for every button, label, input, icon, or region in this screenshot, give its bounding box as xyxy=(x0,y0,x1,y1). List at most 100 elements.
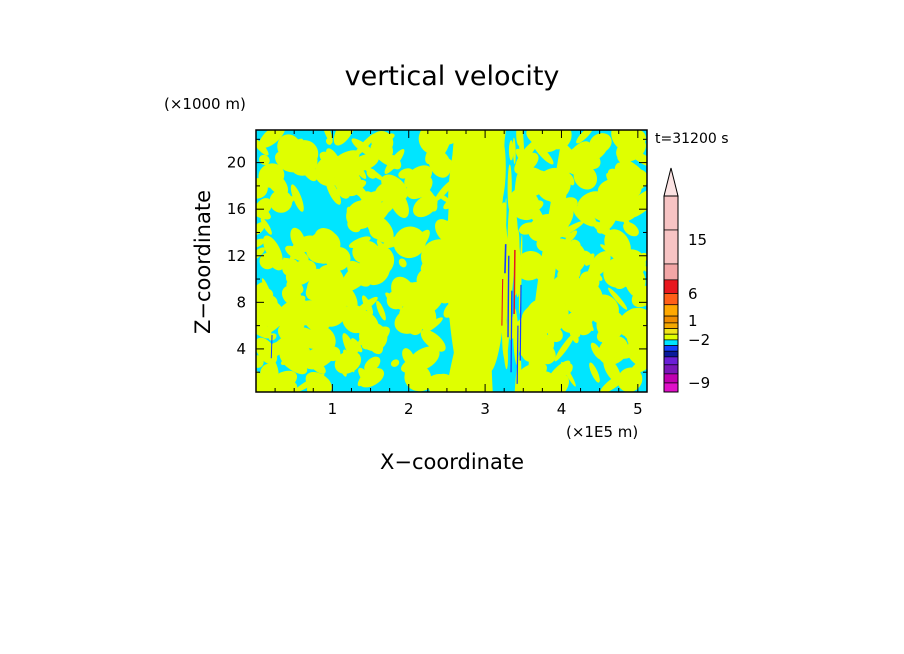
contour-blob xyxy=(617,367,643,392)
contour-blob xyxy=(260,217,272,235)
contour-blob xyxy=(357,373,368,387)
colorbar-triangle xyxy=(663,167,679,197)
contour-blob xyxy=(398,258,407,268)
contour-blob xyxy=(633,252,647,267)
contour-blob xyxy=(612,351,620,359)
contour-blob xyxy=(589,362,600,383)
contour-blob xyxy=(379,133,395,143)
colorbar-swatch xyxy=(663,315,679,324)
contour-blob xyxy=(326,179,341,205)
contour-blob xyxy=(351,338,363,353)
contour-blob xyxy=(588,251,611,277)
contour-blob xyxy=(275,196,295,208)
colorbar-swatch xyxy=(663,195,679,231)
colorbar-swatch xyxy=(663,263,679,281)
contour-blob xyxy=(256,355,264,368)
contour-blob xyxy=(573,206,597,227)
contour-blob xyxy=(576,312,594,331)
contour-blob xyxy=(381,233,411,249)
colorbar-swatch xyxy=(663,322,679,329)
velocity-contour-field xyxy=(256,130,647,392)
contour-blob xyxy=(617,156,644,175)
contour-blob xyxy=(592,221,614,237)
colorbar-swatch xyxy=(663,279,679,294)
contour-blob xyxy=(290,140,319,168)
contour-blob xyxy=(354,296,378,315)
contour-blob xyxy=(508,226,515,304)
contour-blob xyxy=(620,251,633,265)
chart-title: vertical velocity xyxy=(345,61,560,92)
contour-blob xyxy=(512,200,520,269)
contour-blob xyxy=(553,220,585,240)
x-tick-label: 5 xyxy=(633,400,643,418)
colorbar-label: 1 xyxy=(688,312,698,330)
contour-blob xyxy=(564,289,590,315)
updraft-streak xyxy=(513,249,516,314)
updraft-streak xyxy=(519,284,522,361)
time-annotation: t=31200 s xyxy=(655,131,729,147)
colorbar-label: 15 xyxy=(688,231,707,249)
updraft-streak xyxy=(516,325,519,384)
contour-blob xyxy=(319,151,340,168)
plot-frame xyxy=(255,129,648,393)
x-axis-unit: (×1E5 m) xyxy=(566,423,638,441)
y-tick-label: 4 xyxy=(236,340,246,358)
contour-blob xyxy=(376,300,386,321)
updraft-streak xyxy=(507,255,510,338)
contour-blob xyxy=(256,247,265,261)
contour-blob xyxy=(359,322,388,352)
contour-blob xyxy=(602,330,616,346)
contour-blob xyxy=(256,200,271,220)
colorbar-label: −9 xyxy=(688,374,710,392)
contour-blob xyxy=(539,130,572,150)
contour-blob xyxy=(428,149,452,178)
contour-blob xyxy=(369,199,398,222)
contour-band xyxy=(527,139,573,392)
contour-blob xyxy=(369,221,388,240)
contour-blob xyxy=(377,183,398,204)
contour-blob xyxy=(340,285,358,311)
contour-blob xyxy=(289,238,314,260)
contour-blob xyxy=(321,130,333,144)
colorbar-swatch xyxy=(663,293,679,306)
contour-blob xyxy=(515,250,545,281)
contour-blob xyxy=(281,258,297,271)
contour-blob xyxy=(363,245,395,277)
contour-blob xyxy=(552,241,587,275)
colorbar-swatch xyxy=(663,304,679,317)
contour-blob xyxy=(269,254,284,271)
contour-blob xyxy=(306,282,326,302)
contour-blob xyxy=(619,210,633,233)
colorbar-label: −2 xyxy=(688,331,710,349)
contour-blob xyxy=(609,336,625,351)
x-axis-label: X−coordinate xyxy=(380,450,524,474)
contour-blob xyxy=(532,141,554,165)
contour-blob xyxy=(518,234,523,315)
contour-blob xyxy=(268,333,277,341)
contour-blob xyxy=(503,198,507,256)
contour-blob xyxy=(605,190,638,213)
y-tick-label: 20 xyxy=(227,154,246,172)
contour-blob xyxy=(566,323,581,338)
contour-blob xyxy=(416,268,437,289)
contour-blob xyxy=(420,329,446,352)
contour-blob xyxy=(279,304,305,335)
y-tick-label: 8 xyxy=(236,293,246,311)
contour-blob xyxy=(630,150,647,168)
contour-blob xyxy=(293,373,325,392)
contour-blob xyxy=(342,333,357,361)
contour-blob xyxy=(347,260,372,287)
contour-blob xyxy=(427,242,448,269)
contour-band xyxy=(446,130,493,392)
y-axis-ticks: 4 8 12 16 20 xyxy=(227,138,647,373)
colorbar-swatch xyxy=(663,350,679,358)
contour-blob xyxy=(290,184,304,212)
contour-blob xyxy=(514,152,539,175)
colorbar-swatch xyxy=(663,229,679,265)
contour-blob xyxy=(543,374,569,392)
colorbar-label: 6 xyxy=(688,285,698,303)
updraft-streak xyxy=(504,244,507,274)
contour-blob xyxy=(267,370,298,392)
contour-blob xyxy=(256,310,267,321)
contour-blob xyxy=(408,346,440,372)
